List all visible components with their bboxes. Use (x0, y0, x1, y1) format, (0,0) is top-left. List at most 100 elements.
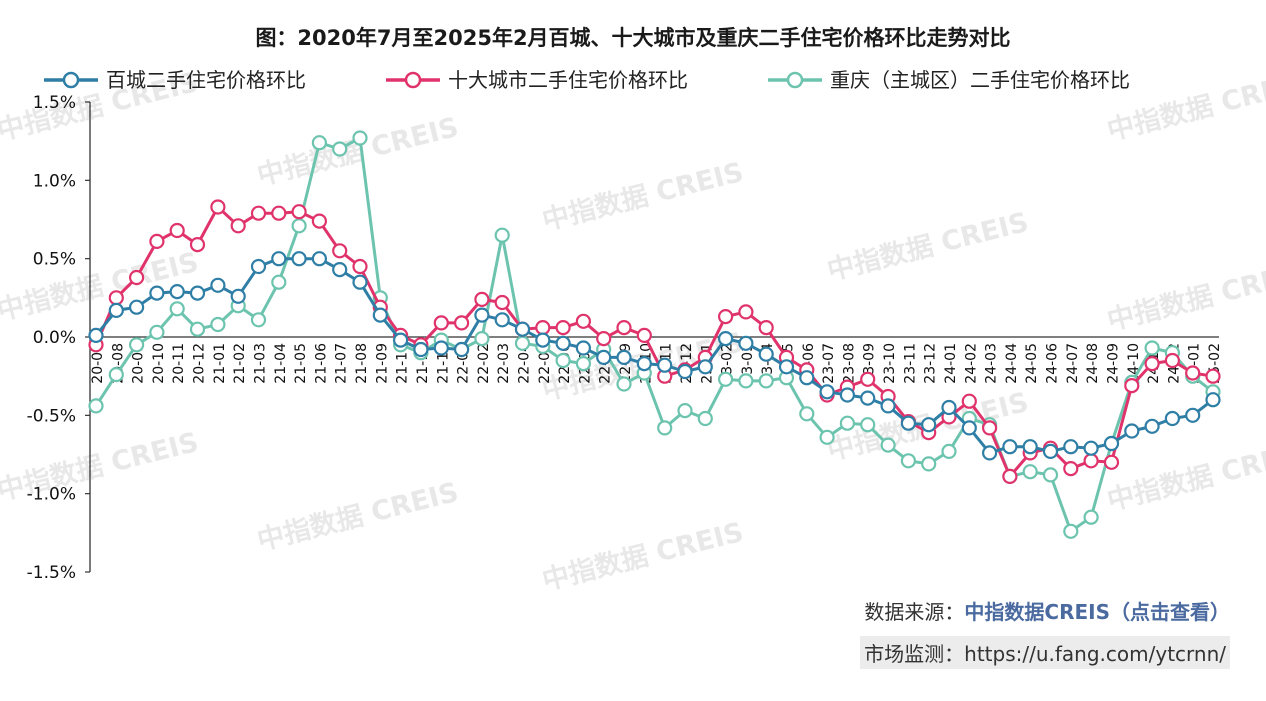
data-point (393, 332, 409, 348)
data-point (514, 321, 531, 337)
data-point (758, 346, 774, 362)
y-tick-label: -1.0% (27, 485, 76, 505)
data-point (1083, 509, 1099, 525)
x-tick-label: 24-03 (984, 343, 1000, 384)
data-point (169, 301, 185, 317)
data-point (900, 415, 917, 431)
data-point (900, 453, 917, 469)
x-tick-label: 21-01 (212, 343, 228, 384)
watermark-text: 中指数据 CREIS (254, 477, 461, 557)
data-point (575, 313, 592, 329)
x-tick-label: 24-06 (1045, 343, 1061, 384)
data-point (1205, 392, 1221, 408)
data-point (1063, 461, 1079, 477)
data-point (189, 237, 206, 253)
chart-title: 图：2020年7月至2025年2月百城、十大城市及重庆二手住宅价格环比走势对比 (255, 26, 1011, 50)
data-source-link[interactable]: 中指数据CREIS（点击查看） (964, 600, 1230, 624)
data-point (677, 363, 693, 380)
data-point (1164, 410, 1181, 427)
data-point (758, 320, 774, 336)
data-point (738, 373, 754, 389)
data-point (717, 309, 734, 325)
x-tick-label: 23-11 (902, 343, 918, 384)
data-point (1185, 365, 1201, 381)
data-point (332, 141, 348, 157)
data-point (1063, 439, 1079, 455)
data-point (250, 258, 267, 275)
data-point (88, 327, 104, 343)
x-tick-label: 21-06 (313, 343, 329, 384)
data-point (961, 420, 977, 436)
data-point (311, 251, 327, 267)
data-point (1042, 467, 1059, 483)
x-tick-label: 20-10 (151, 343, 167, 384)
data-point (352, 258, 368, 275)
x-tick-label: 21-07 (334, 343, 350, 384)
data-point (1002, 468, 1018, 484)
x-tick-label: 23-10 (882, 343, 898, 384)
x-tick-label: 24-05 (1024, 343, 1040, 384)
watermark-text: 中指数据 CREIS (539, 517, 746, 597)
market-monitor-label: 市场监测： (864, 642, 965, 666)
data-point (596, 349, 612, 365)
data-point (311, 213, 327, 229)
data-point (941, 443, 957, 459)
data-point (271, 205, 287, 221)
data-point (230, 288, 246, 304)
data-point (291, 218, 307, 234)
data-point (819, 429, 835, 445)
x-tick-label: 24-07 (1065, 343, 1081, 384)
x-tick-label: 21-10 (395, 343, 411, 384)
x-tick-label: 22-02 (476, 343, 492, 384)
legend-label: 重庆（主城区）二手住宅价格环比 (830, 68, 1130, 92)
data-point (433, 315, 449, 331)
x-tick-label: 20-12 (192, 343, 208, 384)
data-point (1083, 440, 1099, 456)
data-point (189, 285, 206, 301)
market-monitor-line: 市场监测：https://u.fang.com/ytcrnn/ (860, 636, 1230, 669)
data-point (1002, 439, 1018, 455)
data-point (129, 269, 145, 286)
data-point (332, 243, 348, 259)
data-point (230, 218, 246, 234)
data-point (636, 356, 652, 372)
x-tick-label: 21-02 (232, 343, 248, 384)
data-point (981, 420, 998, 436)
data-point (535, 332, 551, 348)
data-point (799, 370, 815, 386)
watermark-text: 中指数据 CREIS (254, 112, 461, 192)
data-point (1124, 378, 1140, 394)
x-tick-label: 23-07 (821, 343, 837, 384)
data-point (1103, 435, 1120, 452)
x-tick-label: 22-04 (516, 343, 532, 384)
data-point (555, 352, 571, 369)
x-tick-label: 21-03 (252, 343, 268, 384)
data-point (1022, 439, 1038, 455)
x-tick-label: 22-03 (496, 343, 512, 384)
data-point (210, 316, 226, 333)
data-point (839, 415, 856, 431)
data-point (981, 445, 998, 461)
data-point (839, 387, 856, 403)
axes: 1.5% 1.0% 0.5% 0.0% -0.5% -1.0% -1.5% 20-07 20-0… (27, 93, 1223, 583)
watermark-text: 中指数据 CREIS (539, 157, 746, 237)
data-point (636, 327, 652, 343)
x-tick-label: 23-08 (841, 343, 857, 384)
data-point (1083, 453, 1099, 469)
data-point (250, 205, 267, 221)
x-tick-label: 24-01 (943, 343, 959, 384)
data-point (129, 299, 145, 315)
data-point (413, 341, 429, 358)
data-point (1185, 407, 1201, 423)
y-tick-label: 0.0% (33, 328, 76, 348)
x-tick-label: 20-09 (131, 343, 147, 384)
y-tick-label: 0.5% (33, 250, 76, 270)
market-monitor-url[interactable]: https://u.fang.com/ytcrnn/ (964, 642, 1226, 666)
data-point (717, 331, 734, 347)
data-point (738, 304, 754, 320)
data-point (1144, 418, 1160, 434)
data-point (758, 373, 774, 389)
data-point (494, 312, 510, 328)
data-point (108, 367, 124, 383)
